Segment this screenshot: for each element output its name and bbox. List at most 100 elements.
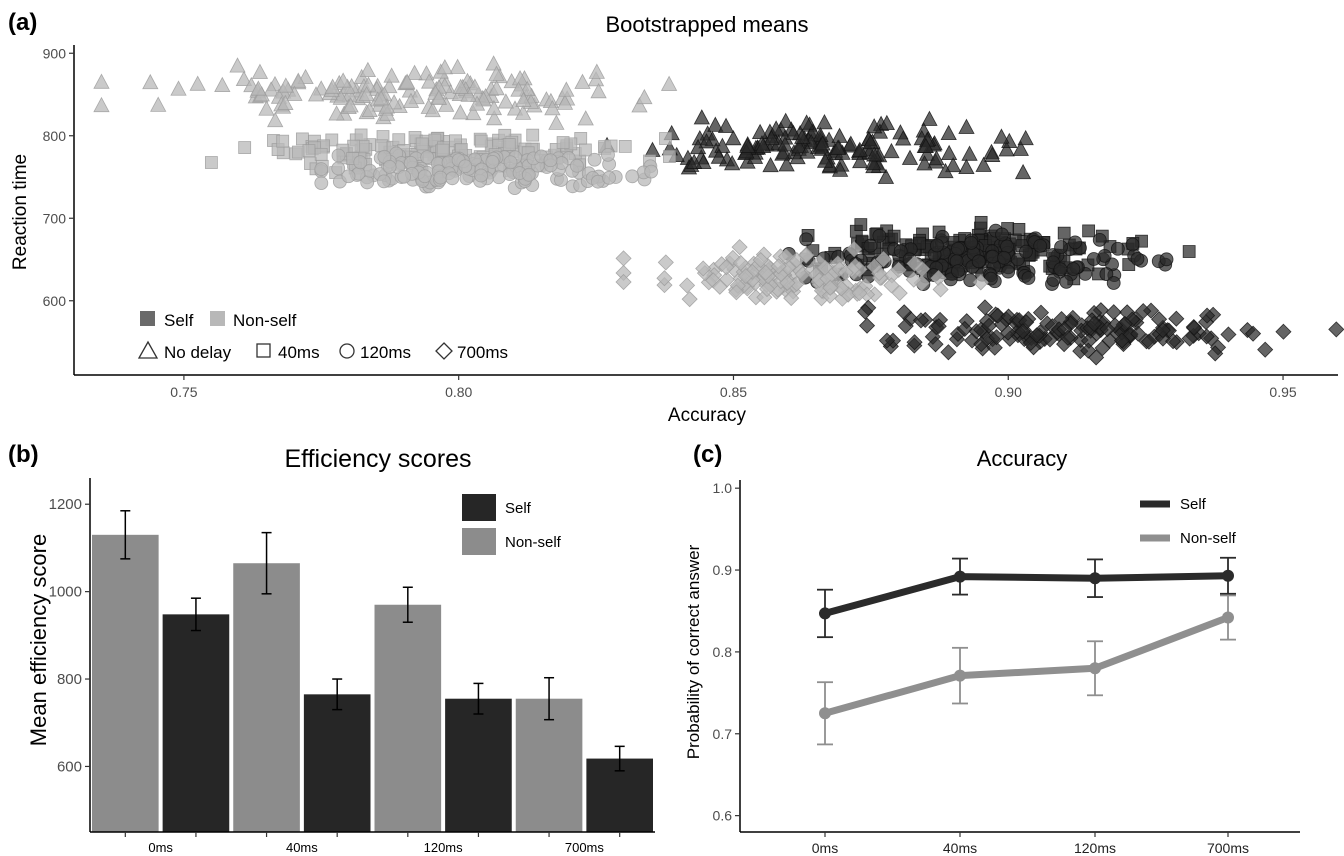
data-point-circle — [964, 235, 979, 250]
data-point-triangle — [689, 138, 707, 155]
chart-b-x-tick-label: 0ms — [148, 840, 173, 855]
data-point-diamond — [752, 251, 769, 269]
data-point-circle — [644, 164, 659, 179]
data-point-square — [238, 141, 252, 154]
data-point-triangle — [862, 133, 879, 150]
data-point-diamond — [1199, 307, 1216, 324]
data-point-triangle — [763, 129, 780, 146]
data-point-triangle — [958, 118, 975, 134]
data-point-triangle — [916, 155, 933, 171]
data-point — [819, 707, 831, 720]
data-point-circle — [1110, 241, 1125, 256]
data-point-triangle — [723, 155, 741, 171]
data-point-triangle — [515, 91, 532, 108]
data-point-diamond — [1257, 341, 1274, 358]
data-point-triangle — [497, 93, 515, 109]
data-point-triangle — [214, 76, 231, 92]
data-point-triangle — [1014, 163, 1032, 180]
data-point-triangle — [466, 78, 484, 94]
data-point — [1089, 572, 1101, 585]
data-point-triangle — [1012, 140, 1029, 156]
data-point-triangle — [334, 72, 352, 88]
data-point-circle — [341, 169, 356, 184]
data-point-diamond — [1154, 322, 1171, 339]
data-point-triangle — [895, 130, 912, 146]
data-point-diamond — [757, 264, 774, 281]
data-point-triangle — [449, 58, 466, 74]
data-point-triangle — [324, 78, 341, 94]
data-point-triangle — [984, 146, 1001, 162]
data-point-triangle — [776, 136, 794, 152]
data-point-diamond — [913, 260, 931, 277]
panel-b-letter: (b) — [8, 441, 39, 468]
data-point-diamond — [1116, 315, 1133, 332]
data-point-triangle — [785, 124, 802, 140]
data-point-triangle — [465, 104, 482, 121]
data-point-diamond — [905, 271, 922, 288]
data-point-circle — [458, 159, 473, 174]
data-point-circle — [382, 160, 397, 174]
data-point-triangle — [548, 114, 565, 130]
chart-c-x-tick-label: 0ms — [812, 840, 838, 856]
panel-b: (b) Efficiency scores 600 800 1000 1200 0ms 4… — [8, 441, 655, 855]
data-point-circle — [872, 228, 887, 243]
data-point-diamond — [1186, 319, 1203, 337]
data-point-circle — [951, 264, 965, 278]
data-point-diamond — [973, 336, 990, 353]
circle-icon — [339, 343, 355, 359]
data-point-diamond — [1154, 330, 1172, 347]
bar — [303, 694, 371, 832]
data-point-triangle — [725, 129, 742, 146]
data-point-triangle — [574, 73, 591, 89]
data-point-circle — [601, 147, 615, 162]
data-point-circle — [503, 155, 518, 170]
data-point-triangle — [698, 133, 715, 149]
data-point-circle — [1053, 262, 1068, 277]
data-point-diamond — [1028, 327, 1045, 344]
data-point-diamond — [679, 277, 696, 294]
data-point-triangle — [452, 78, 469, 94]
data-point-diamond — [883, 277, 900, 294]
data-point-diamond — [989, 307, 1006, 324]
chart-b-ylabel: Mean efficiency score — [26, 534, 51, 746]
data-point-diamond — [890, 261, 907, 278]
data-point-triangle — [142, 73, 159, 90]
data-point-circle — [1059, 274, 1074, 289]
data-point-triangle — [307, 86, 325, 102]
data-point-square — [1182, 245, 1196, 258]
data-point-circle — [995, 227, 1009, 242]
data-point-triangle — [798, 114, 815, 130]
data-point-square — [375, 139, 389, 153]
data-point-diamond — [821, 287, 838, 304]
data-point-diamond — [695, 260, 712, 277]
data-point-triangle — [917, 137, 935, 154]
bar — [233, 563, 300, 832]
data-point-triangle — [378, 98, 396, 114]
data-point-circle — [474, 168, 488, 183]
chart-a-x-tick-label: 0.90 — [995, 384, 1022, 400]
data-point-diamond — [681, 291, 698, 308]
data-point-square — [502, 138, 516, 151]
data-point-diamond — [1085, 315, 1103, 332]
chart-c-y-tick-label: 0.9 — [713, 562, 733, 578]
chart-b-y-tick-label: 800 — [57, 671, 82, 688]
data-point-diamond — [615, 250, 632, 267]
data-point-triangle — [790, 138, 808, 154]
data-point-square — [556, 136, 570, 149]
square-icon — [256, 343, 271, 358]
legend-b-self-swatch — [462, 494, 496, 521]
data-point-circle — [543, 153, 558, 168]
data-point-diamond — [837, 264, 854, 281]
data-point-diamond — [1130, 325, 1147, 342]
data-point-triangle — [814, 135, 831, 151]
data-point-circle — [314, 162, 329, 177]
chart-c-y-tick-label: 1.0 — [713, 480, 733, 496]
data-point-diamond — [980, 317, 998, 334]
chart-a-points — [93, 55, 1344, 366]
data-point-triangle — [258, 100, 275, 116]
data-point-triangle — [940, 144, 958, 161]
data-point-diamond — [858, 317, 876, 334]
data-point-triangle — [544, 100, 561, 116]
data-point-triangle — [928, 150, 945, 166]
data-point-diamond — [906, 255, 923, 272]
